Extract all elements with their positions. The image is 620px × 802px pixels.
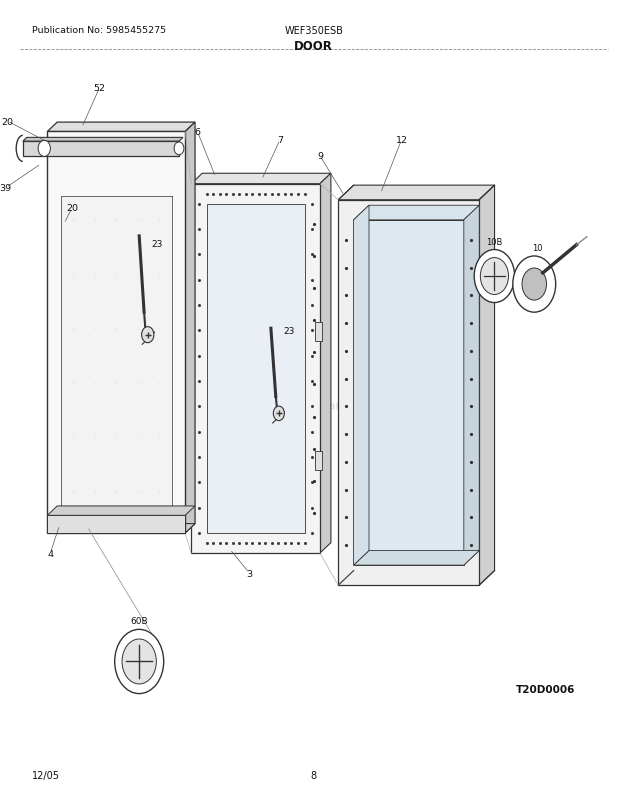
Text: 4: 4 [47, 549, 53, 558]
Polygon shape [464, 206, 479, 565]
Text: 20: 20 [1, 117, 14, 127]
Text: 10B: 10B [486, 237, 503, 246]
Polygon shape [339, 186, 495, 200]
Text: Publication No: 5985455275: Publication No: 5985455275 [32, 26, 166, 34]
Text: WEF350ESB: WEF350ESB [285, 26, 343, 35]
Text: 23: 23 [283, 326, 294, 336]
Text: 6: 6 [195, 128, 200, 137]
Text: 9: 9 [317, 152, 323, 161]
Circle shape [38, 141, 50, 157]
Polygon shape [206, 205, 304, 533]
Bar [315, 452, 322, 471]
Polygon shape [191, 174, 331, 184]
Text: 7: 7 [277, 136, 283, 145]
Text: 3: 3 [246, 569, 252, 578]
Text: 23: 23 [151, 240, 163, 249]
Text: DOOR: DOOR [294, 40, 333, 53]
Polygon shape [339, 200, 479, 585]
Circle shape [513, 257, 556, 313]
Polygon shape [47, 123, 195, 132]
Polygon shape [185, 123, 195, 533]
Text: T20D0006: T20D0006 [516, 684, 575, 694]
Text: 52: 52 [94, 83, 105, 93]
Polygon shape [479, 186, 495, 585]
Polygon shape [353, 206, 369, 565]
Polygon shape [47, 524, 195, 533]
Bar [315, 322, 322, 342]
Text: 60B: 60B [130, 617, 148, 626]
Polygon shape [23, 142, 179, 156]
Polygon shape [61, 196, 172, 516]
Polygon shape [353, 206, 479, 221]
Circle shape [141, 327, 154, 343]
Polygon shape [353, 551, 479, 565]
Circle shape [273, 407, 285, 421]
Circle shape [480, 258, 508, 295]
Polygon shape [47, 132, 185, 533]
Text: 8: 8 [311, 770, 317, 780]
Polygon shape [320, 174, 331, 553]
Circle shape [474, 250, 515, 303]
Text: 12: 12 [396, 136, 407, 145]
Polygon shape [191, 184, 320, 553]
Circle shape [122, 639, 156, 684]
Polygon shape [353, 221, 464, 565]
Text: 20: 20 [66, 204, 78, 213]
Polygon shape [47, 506, 195, 516]
Circle shape [522, 269, 546, 301]
Polygon shape [47, 516, 185, 533]
Circle shape [174, 143, 184, 156]
Text: 12/05: 12/05 [32, 770, 60, 780]
Circle shape [115, 630, 164, 694]
Polygon shape [23, 138, 183, 142]
Text: ReplacementParts.com: ReplacementParts.com [249, 400, 378, 410]
Text: 10: 10 [532, 244, 542, 253]
Text: 39: 39 [0, 184, 12, 193]
